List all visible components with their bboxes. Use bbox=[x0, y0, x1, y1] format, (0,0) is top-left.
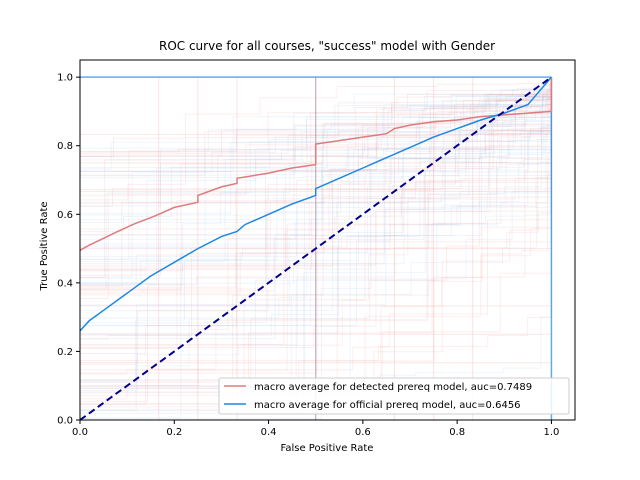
background-curve bbox=[80, 77, 552, 149]
background-curve bbox=[80, 77, 552, 271]
axes-frame bbox=[79, 59, 576, 421]
background-curve bbox=[80, 77, 552, 327]
background-curve bbox=[80, 77, 552, 288]
x-tick-label: 0.0 bbox=[72, 427, 88, 438]
y-tick-label: 0.6 bbox=[57, 210, 73, 221]
y-axis-label: True Positive Rate bbox=[39, 201, 50, 291]
y-tick-label: 0.2 bbox=[57, 347, 73, 358]
background-curve bbox=[80, 77, 552, 240]
background-curve bbox=[80, 77, 552, 336]
background-curve bbox=[80, 77, 552, 230]
background-curve bbox=[80, 77, 552, 414]
background-curve bbox=[80, 77, 552, 326]
background-curve bbox=[80, 77, 552, 382]
legend-box bbox=[218, 377, 570, 415]
background-curve bbox=[80, 77, 552, 235]
background-curve bbox=[80, 77, 552, 267]
background-curve bbox=[80, 77, 552, 339]
background-curve bbox=[80, 77, 552, 156]
background-curve bbox=[80, 77, 552, 411]
background-curve bbox=[80, 77, 552, 216]
background-curve bbox=[80, 77, 552, 285]
legend: macro average for detected prereq model,… bbox=[218, 377, 570, 415]
background-curve bbox=[80, 77, 552, 383]
background-curve bbox=[80, 77, 552, 203]
background-curve bbox=[80, 77, 552, 249]
background-curve bbox=[80, 77, 552, 158]
background-curve bbox=[80, 77, 552, 176]
background-curve bbox=[80, 77, 552, 319]
y-tick-label: 1.0 bbox=[57, 73, 73, 84]
axes-layer: 0.0 0.2 0.4 0.6 0.8 1.0 0.0 0.2 0.4 0.6 0.8 1.0 bbox=[57, 59, 576, 438]
x-tick-label: 0.8 bbox=[449, 427, 465, 438]
background-curve bbox=[80, 77, 552, 292]
x-tick-label: 0.2 bbox=[166, 427, 182, 438]
background-curve bbox=[80, 77, 552, 365]
x-tick-label: 0.4 bbox=[261, 427, 277, 438]
background-curve bbox=[80, 77, 552, 258]
background-curve bbox=[80, 77, 552, 362]
background-curve bbox=[80, 77, 552, 290]
background-curve bbox=[80, 77, 552, 306]
background-curve bbox=[80, 77, 552, 260]
background-curve bbox=[80, 77, 552, 402]
background-curve bbox=[80, 77, 552, 334]
background-curve bbox=[80, 77, 552, 340]
series-official-line bbox=[79, 76, 552, 332]
x-axis-label: False Positive Rate bbox=[281, 443, 374, 454]
x-tick-label: 0.6 bbox=[355, 427, 371, 438]
background-curve bbox=[80, 77, 552, 285]
background-curve bbox=[80, 77, 552, 349]
background-curve bbox=[80, 77, 552, 207]
background-curve bbox=[80, 77, 552, 420]
background-curve bbox=[80, 77, 552, 279]
background-curve bbox=[80, 77, 552, 375]
background-curve bbox=[80, 77, 552, 207]
background-curve bbox=[80, 77, 552, 354]
background-curve bbox=[80, 77, 552, 172]
background-curve bbox=[80, 77, 552, 278]
background-curve bbox=[80, 77, 552, 201]
series-layer bbox=[79, 76, 553, 421]
background-curve bbox=[80, 77, 552, 349]
series-chance-diagonal bbox=[79, 76, 552, 421]
background-curve bbox=[80, 77, 552, 284]
background-curve bbox=[80, 77, 552, 405]
background-curve bbox=[80, 77, 552, 271]
background-curve bbox=[80, 77, 552, 221]
background-curve bbox=[80, 77, 552, 204]
legend-label-official: macro average for official prereq model,… bbox=[254, 400, 521, 411]
background-curve bbox=[80, 77, 552, 411]
background-curve bbox=[80, 77, 552, 405]
background-curve bbox=[80, 77, 552, 152]
background-curve bbox=[80, 77, 552, 312]
y-tick-label: 0.0 bbox=[57, 416, 73, 427]
background-curve bbox=[80, 77, 552, 389]
background-curve bbox=[80, 77, 552, 260]
background-curve bbox=[80, 77, 552, 381]
x-tick-label: 1.0 bbox=[543, 427, 559, 438]
background-curve bbox=[80, 77, 552, 346]
background-curve bbox=[80, 77, 552, 236]
legend-label-detected: macro average for detected prereq model,… bbox=[254, 382, 532, 393]
y-tick-label: 0.8 bbox=[57, 141, 73, 152]
background-curve bbox=[80, 77, 552, 371]
background-curve bbox=[80, 77, 552, 161]
background-curve bbox=[80, 77, 552, 278]
y-tick-label: 0.4 bbox=[57, 278, 73, 289]
series-detected-line bbox=[79, 77, 553, 251]
background-curve bbox=[80, 77, 552, 232]
background-curve bbox=[80, 77, 552, 272]
chart-title: ROC curve for all courses, "success" mod… bbox=[159, 39, 495, 53]
background-curve bbox=[80, 77, 552, 262]
